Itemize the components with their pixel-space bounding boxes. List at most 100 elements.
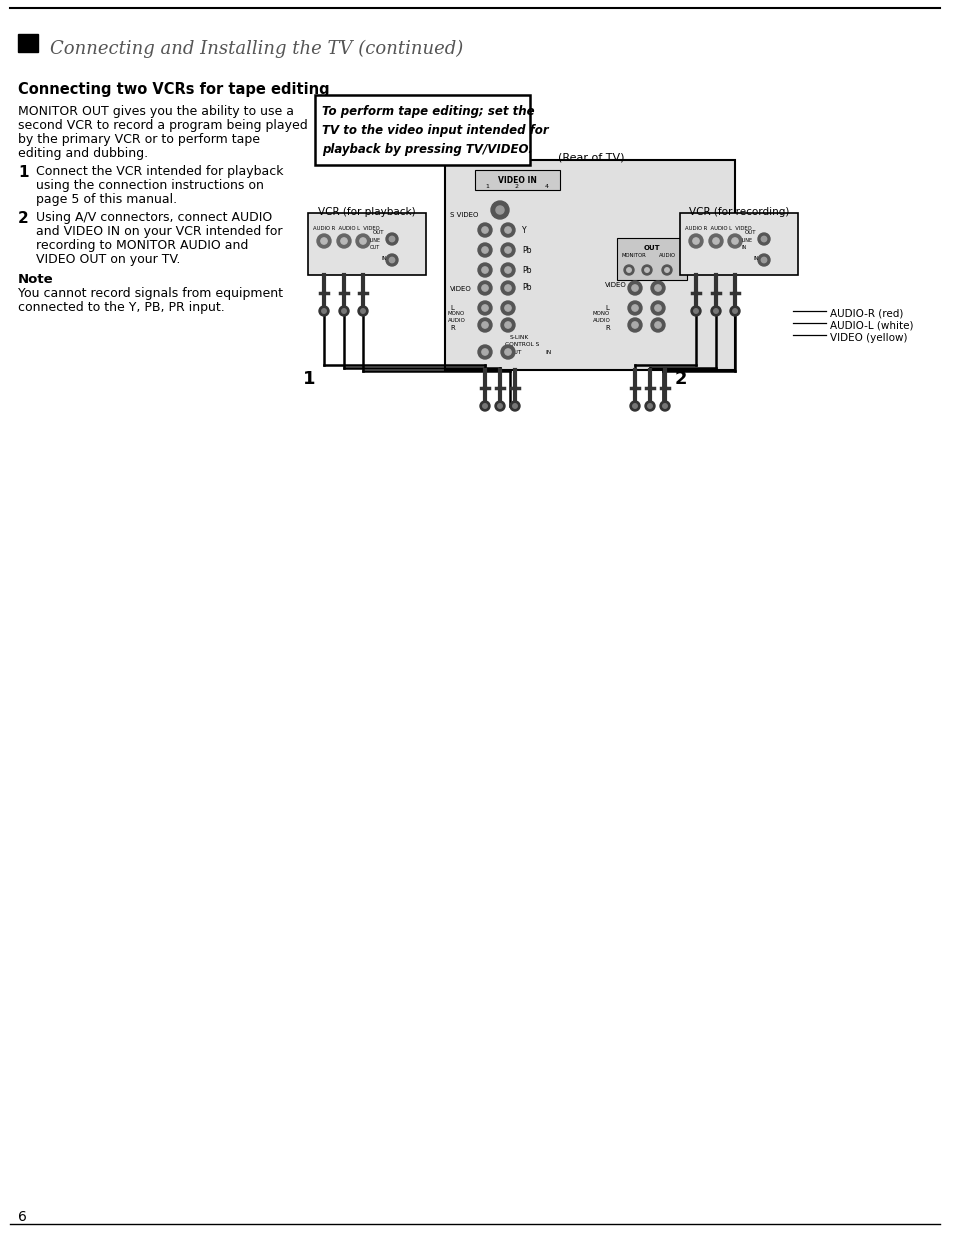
Circle shape bbox=[481, 247, 488, 253]
Circle shape bbox=[500, 243, 515, 256]
Text: R: R bbox=[450, 326, 455, 330]
Text: R: R bbox=[604, 326, 609, 330]
Circle shape bbox=[664, 268, 669, 272]
Bar bbox=[475, 170, 559, 190]
Circle shape bbox=[510, 401, 519, 411]
Text: MONO: MONO bbox=[593, 311, 610, 316]
Text: VIDEO: VIDEO bbox=[604, 282, 626, 289]
Circle shape bbox=[481, 266, 488, 274]
Circle shape bbox=[641, 265, 651, 275]
Circle shape bbox=[389, 258, 395, 263]
Text: connected to the Y, PB, PR input.: connected to the Y, PB, PR input. bbox=[18, 301, 225, 314]
Text: OUT: OUT bbox=[373, 231, 384, 236]
Text: OUT: OUT bbox=[744, 231, 756, 236]
Text: OUT: OUT bbox=[370, 245, 380, 250]
Circle shape bbox=[650, 318, 664, 332]
Text: VIDEO IN: VIDEO IN bbox=[497, 176, 536, 185]
Text: VIDEO (yellow): VIDEO (yellow) bbox=[829, 333, 906, 343]
Circle shape bbox=[341, 308, 346, 313]
Circle shape bbox=[504, 285, 511, 291]
Text: Pb: Pb bbox=[521, 247, 531, 255]
Text: Using A/V connectors, connect AUDIO: Using A/V connectors, connect AUDIO bbox=[36, 211, 272, 224]
Text: Note: Note bbox=[18, 272, 53, 286]
Circle shape bbox=[481, 322, 488, 328]
Bar bbox=[617, 238, 686, 280]
Text: 6: 6 bbox=[18, 1210, 27, 1224]
Circle shape bbox=[500, 223, 515, 237]
Circle shape bbox=[727, 234, 741, 248]
Text: 2: 2 bbox=[515, 184, 518, 189]
Text: VIDEO: VIDEO bbox=[450, 286, 471, 292]
Circle shape bbox=[731, 238, 738, 244]
Text: by the primary VCR or to perform tape: by the primary VCR or to perform tape bbox=[18, 133, 260, 145]
Text: AUDIO: AUDIO bbox=[593, 318, 610, 323]
Circle shape bbox=[479, 401, 490, 411]
Text: Connecting and Installing the TV (continued): Connecting and Installing the TV (contin… bbox=[50, 39, 463, 58]
Circle shape bbox=[729, 306, 740, 316]
Circle shape bbox=[654, 305, 660, 311]
Circle shape bbox=[692, 238, 699, 244]
Text: AUDIO-L (white): AUDIO-L (white) bbox=[829, 321, 913, 330]
Text: L: L bbox=[450, 305, 454, 311]
Circle shape bbox=[688, 234, 702, 248]
Text: IN: IN bbox=[544, 350, 551, 355]
Text: AUDIO-R (red): AUDIO-R (red) bbox=[829, 309, 902, 319]
Circle shape bbox=[712, 238, 719, 244]
Text: editing and dubbing.: editing and dubbing. bbox=[18, 147, 148, 160]
Circle shape bbox=[710, 306, 720, 316]
Text: AUDIO R  AUDIO L  VIDEO: AUDIO R AUDIO L VIDEO bbox=[684, 226, 751, 231]
Text: AUDIO: AUDIO bbox=[658, 253, 675, 258]
Circle shape bbox=[659, 401, 669, 411]
Circle shape bbox=[477, 281, 492, 295]
Bar bbox=[679, 213, 797, 275]
Text: 4: 4 bbox=[544, 184, 548, 189]
Text: (Rear of TV): (Rear of TV) bbox=[558, 152, 624, 162]
Circle shape bbox=[629, 401, 639, 411]
Text: using the connection instructions on: using the connection instructions on bbox=[36, 179, 264, 192]
Circle shape bbox=[627, 318, 641, 332]
Circle shape bbox=[340, 238, 347, 244]
Text: To perform tape editing; set the: To perform tape editing; set the bbox=[322, 105, 534, 118]
Circle shape bbox=[631, 285, 638, 291]
Text: VCR (for recording): VCR (for recording) bbox=[688, 207, 788, 217]
Circle shape bbox=[500, 318, 515, 332]
Circle shape bbox=[359, 238, 366, 244]
Text: IN: IN bbox=[381, 256, 387, 261]
Circle shape bbox=[644, 268, 649, 272]
Circle shape bbox=[732, 308, 737, 313]
Circle shape bbox=[632, 403, 637, 408]
Circle shape bbox=[491, 201, 509, 219]
Text: and VIDEO IN on your VCR intended for: and VIDEO IN on your VCR intended for bbox=[36, 224, 282, 238]
Circle shape bbox=[626, 268, 631, 272]
Circle shape bbox=[708, 234, 722, 248]
Circle shape bbox=[504, 266, 511, 274]
Text: OUT: OUT bbox=[643, 245, 659, 252]
Text: second VCR to record a program being played: second VCR to record a program being pla… bbox=[18, 120, 308, 132]
Text: S VIDEO: S VIDEO bbox=[450, 212, 477, 218]
Text: page 5 of this manual.: page 5 of this manual. bbox=[36, 194, 177, 206]
Circle shape bbox=[661, 265, 671, 275]
Text: MONITOR: MONITOR bbox=[621, 253, 646, 258]
Circle shape bbox=[477, 243, 492, 256]
Text: S-LINK: S-LINK bbox=[510, 335, 529, 340]
Circle shape bbox=[500, 301, 515, 314]
Circle shape bbox=[318, 306, 329, 316]
Circle shape bbox=[386, 254, 397, 266]
Circle shape bbox=[650, 301, 664, 314]
Circle shape bbox=[647, 403, 652, 408]
Circle shape bbox=[504, 322, 511, 328]
Circle shape bbox=[504, 349, 511, 355]
Bar bbox=[314, 95, 530, 165]
Circle shape bbox=[758, 254, 769, 266]
Circle shape bbox=[481, 349, 488, 355]
Circle shape bbox=[623, 265, 634, 275]
Circle shape bbox=[321, 308, 326, 313]
Circle shape bbox=[760, 258, 766, 263]
Circle shape bbox=[482, 403, 487, 408]
Circle shape bbox=[631, 305, 638, 311]
Text: recording to MONITOR AUDIO and: recording to MONITOR AUDIO and bbox=[36, 239, 248, 252]
Circle shape bbox=[496, 206, 503, 215]
Circle shape bbox=[386, 233, 397, 245]
Text: Connect the VCR intended for playback: Connect the VCR intended for playback bbox=[36, 165, 283, 178]
Text: IN: IN bbox=[741, 245, 746, 250]
